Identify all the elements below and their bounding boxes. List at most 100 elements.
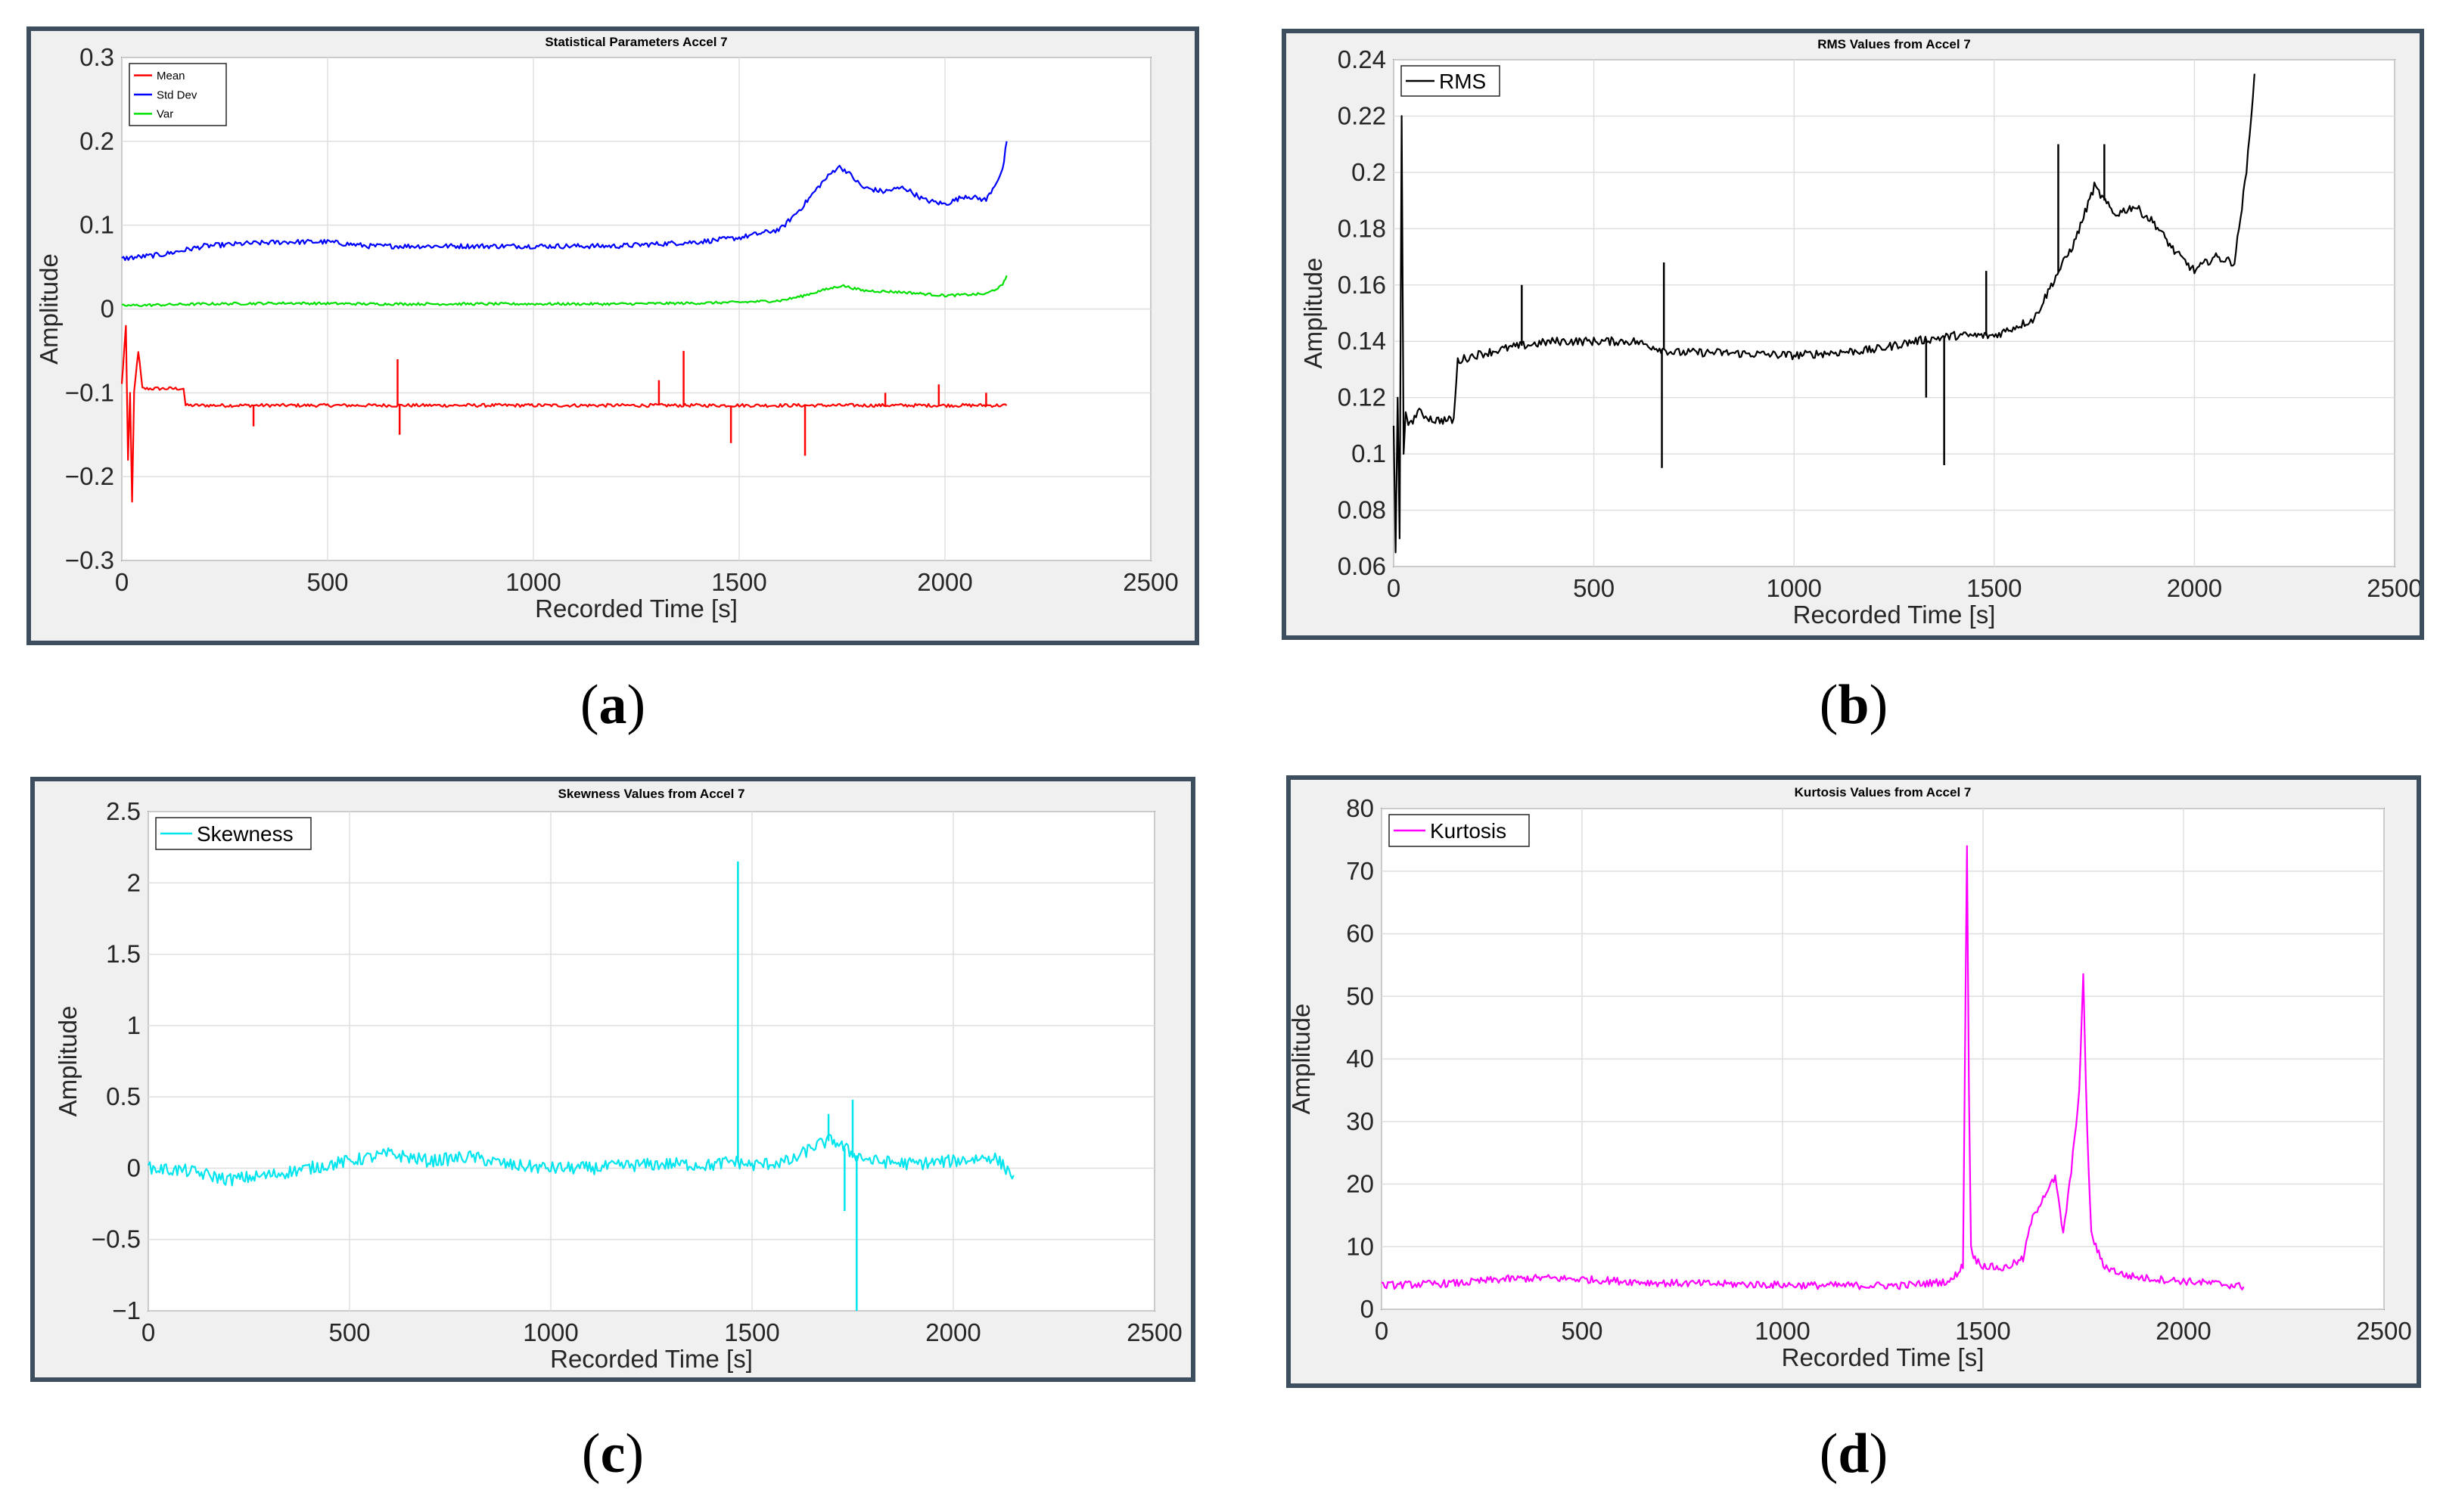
x-tick-label: 1500 bbox=[1955, 1317, 2010, 1345]
x-tick-label: 2500 bbox=[2356, 1317, 2411, 1345]
x-tick-label: 2500 bbox=[1123, 568, 1178, 596]
y-axis-label: Amplitude bbox=[54, 1006, 82, 1117]
chart-panel-a: Statistical Parameters Accel 7 0 500 1000 15… bbox=[26, 26, 1199, 645]
x-tick-label: 2500 bbox=[2367, 574, 2420, 602]
y-tick-label: 2.5 bbox=[106, 797, 141, 825]
x-tick-label: 500 bbox=[306, 568, 348, 596]
x-tick-label: 500 bbox=[1573, 574, 1615, 602]
plot-area bbox=[148, 811, 1155, 1312]
caption-b: (b) bbox=[1819, 674, 1888, 736]
x-tick-label: 2000 bbox=[925, 1318, 981, 1346]
x-tick-label: 500 bbox=[328, 1318, 370, 1346]
x-tick-label: 0 bbox=[1387, 574, 1400, 602]
x-axis-label: Recorded Time [s] bbox=[550, 1345, 753, 1373]
y-tick-label: −0.3 bbox=[65, 546, 114, 574]
series-kurtosis bbox=[1381, 845, 2245, 1290]
y-tick-label: 0.08 bbox=[1338, 496, 1386, 524]
y-tick-label: 0.3 bbox=[79, 43, 114, 71]
x-axis-label: Recorded Time [s] bbox=[1782, 1343, 1985, 1371]
y-tick-label: 2 bbox=[127, 868, 141, 896]
y-tick-label: 20 bbox=[1346, 1170, 1374, 1198]
legend-label: Std Dev bbox=[157, 88, 197, 101]
chart-title: Kurtosis Values from Accel 7 bbox=[1795, 785, 1972, 799]
y-tick-label: −1 bbox=[112, 1296, 141, 1324]
chart-title: RMS Values from Accel 7 bbox=[1817, 37, 1971, 51]
y-tick-label: 0 bbox=[127, 1153, 141, 1181]
chart-title: Statistical Parameters Accel 7 bbox=[545, 35, 727, 49]
caption-c: (c) bbox=[581, 1423, 645, 1485]
x-tick-label: 0 bbox=[141, 1318, 155, 1346]
chart-d: Kurtosis Values from Accel 7 0 500 1000 1500… bbox=[1291, 785, 2412, 1371]
x-axis-label: Recorded Time [s] bbox=[1793, 601, 1996, 629]
series-line bbox=[148, 1134, 1015, 1187]
legend-label: Var bbox=[157, 108, 173, 121]
chart-title: Skewness Values from Accel 7 bbox=[558, 787, 745, 801]
x-tick-label: 1000 bbox=[1755, 1317, 1810, 1345]
x-tick-label: 0 bbox=[115, 568, 129, 596]
series-rms bbox=[1392, 73, 2255, 554]
series-line bbox=[120, 324, 1008, 503]
legend-label: Mean bbox=[157, 70, 185, 82]
x-tick-label: 1500 bbox=[724, 1318, 779, 1346]
y-axis-label: Amplitude bbox=[1299, 258, 1327, 369]
legend: RMS bbox=[1400, 65, 1500, 97]
y-tick-label: 1.5 bbox=[106, 940, 141, 968]
x-tick-label: 1500 bbox=[711, 568, 766, 596]
x-axis-label: Recorded Time [s] bbox=[535, 595, 738, 622]
y-tick-label: 40 bbox=[1346, 1045, 1374, 1073]
y-axis-label: Amplitude bbox=[35, 253, 63, 365]
x-tick-label: 1000 bbox=[523, 1318, 578, 1346]
x-tick-label: 2000 bbox=[2167, 574, 2222, 602]
y-tick-label: 0.5 bbox=[106, 1082, 141, 1110]
y-tick-label: 50 bbox=[1346, 982, 1374, 1010]
y-tick-label: 30 bbox=[1346, 1107, 1374, 1135]
series-line bbox=[121, 141, 1008, 261]
caption-a: (a) bbox=[580, 674, 646, 736]
x-tick-label: 0 bbox=[1375, 1317, 1388, 1345]
y-tick-label: 1 bbox=[127, 1011, 141, 1039]
y-tick-label: 80 bbox=[1346, 794, 1374, 822]
y-tick-label: 10 bbox=[1346, 1232, 1374, 1260]
y-tick-label: 0.12 bbox=[1338, 383, 1386, 411]
y-tick-label: 60 bbox=[1346, 920, 1374, 948]
chart-panel-d: Kurtosis Values from Accel 7 0 500 1000 1500… bbox=[1286, 775, 2421, 1388]
series-line bbox=[1381, 845, 2245, 1290]
chart-b: RMS Values from Accel 7 0 500 1000 1500 2000 2… bbox=[1299, 37, 2420, 629]
y-tick-label: 0.16 bbox=[1338, 271, 1386, 299]
chart-c: Skewness Values from Accel 7 0 500 1000 1500… bbox=[54, 787, 1183, 1373]
x-tick-label: 2000 bbox=[2156, 1317, 2211, 1345]
legend-box bbox=[155, 817, 312, 850]
x-tick-label: 1000 bbox=[505, 568, 561, 596]
series-line bbox=[1392, 73, 2255, 554]
legend-label: Kurtosis bbox=[1430, 819, 1506, 843]
y-tick-label: 0.2 bbox=[1351, 158, 1386, 186]
y-tick-label: 0 bbox=[101, 295, 114, 323]
x-tick-label: 1000 bbox=[1766, 574, 1821, 602]
chart-a: Statistical Parameters Accel 7 0 500 1000 15… bbox=[35, 35, 1179, 622]
legend: Kurtosis bbox=[1388, 814, 1530, 847]
legend-label: RMS bbox=[1439, 70, 1486, 93]
series-mean bbox=[120, 324, 1008, 503]
y-tick-label: 70 bbox=[1346, 857, 1374, 885]
y-tick-label: 0.2 bbox=[79, 127, 114, 155]
series-std-dev bbox=[121, 141, 1008, 261]
chart-panel-b: RMS Values from Accel 7 0 500 1000 1500 2000 2… bbox=[1282, 29, 2424, 640]
y-tick-label: −0.1 bbox=[65, 378, 114, 406]
legend-label: Skewness bbox=[197, 822, 294, 846]
x-tick-label: 2500 bbox=[1127, 1318, 1182, 1346]
legend: Skewness bbox=[155, 817, 312, 850]
y-tick-label: 0.24 bbox=[1338, 45, 1386, 73]
plot-area bbox=[1393, 59, 2395, 567]
x-tick-label: 2000 bbox=[917, 568, 972, 596]
series-var bbox=[121, 275, 1008, 307]
caption-d: (d) bbox=[1819, 1423, 1888, 1485]
series-line bbox=[121, 275, 1008, 307]
series-skewness bbox=[148, 862, 1015, 1311]
x-tick-label: 1500 bbox=[1966, 574, 2022, 602]
x-tick-label: 500 bbox=[1561, 1317, 1602, 1345]
y-tick-label: 0.14 bbox=[1338, 327, 1386, 355]
y-tick-label: 0.18 bbox=[1338, 214, 1386, 242]
y-tick-label: 0.22 bbox=[1338, 101, 1386, 129]
chart-panel-c: Skewness Values from Accel 7 0 500 1000 1500… bbox=[30, 777, 1195, 1382]
y-tick-label: −0.5 bbox=[92, 1225, 141, 1253]
